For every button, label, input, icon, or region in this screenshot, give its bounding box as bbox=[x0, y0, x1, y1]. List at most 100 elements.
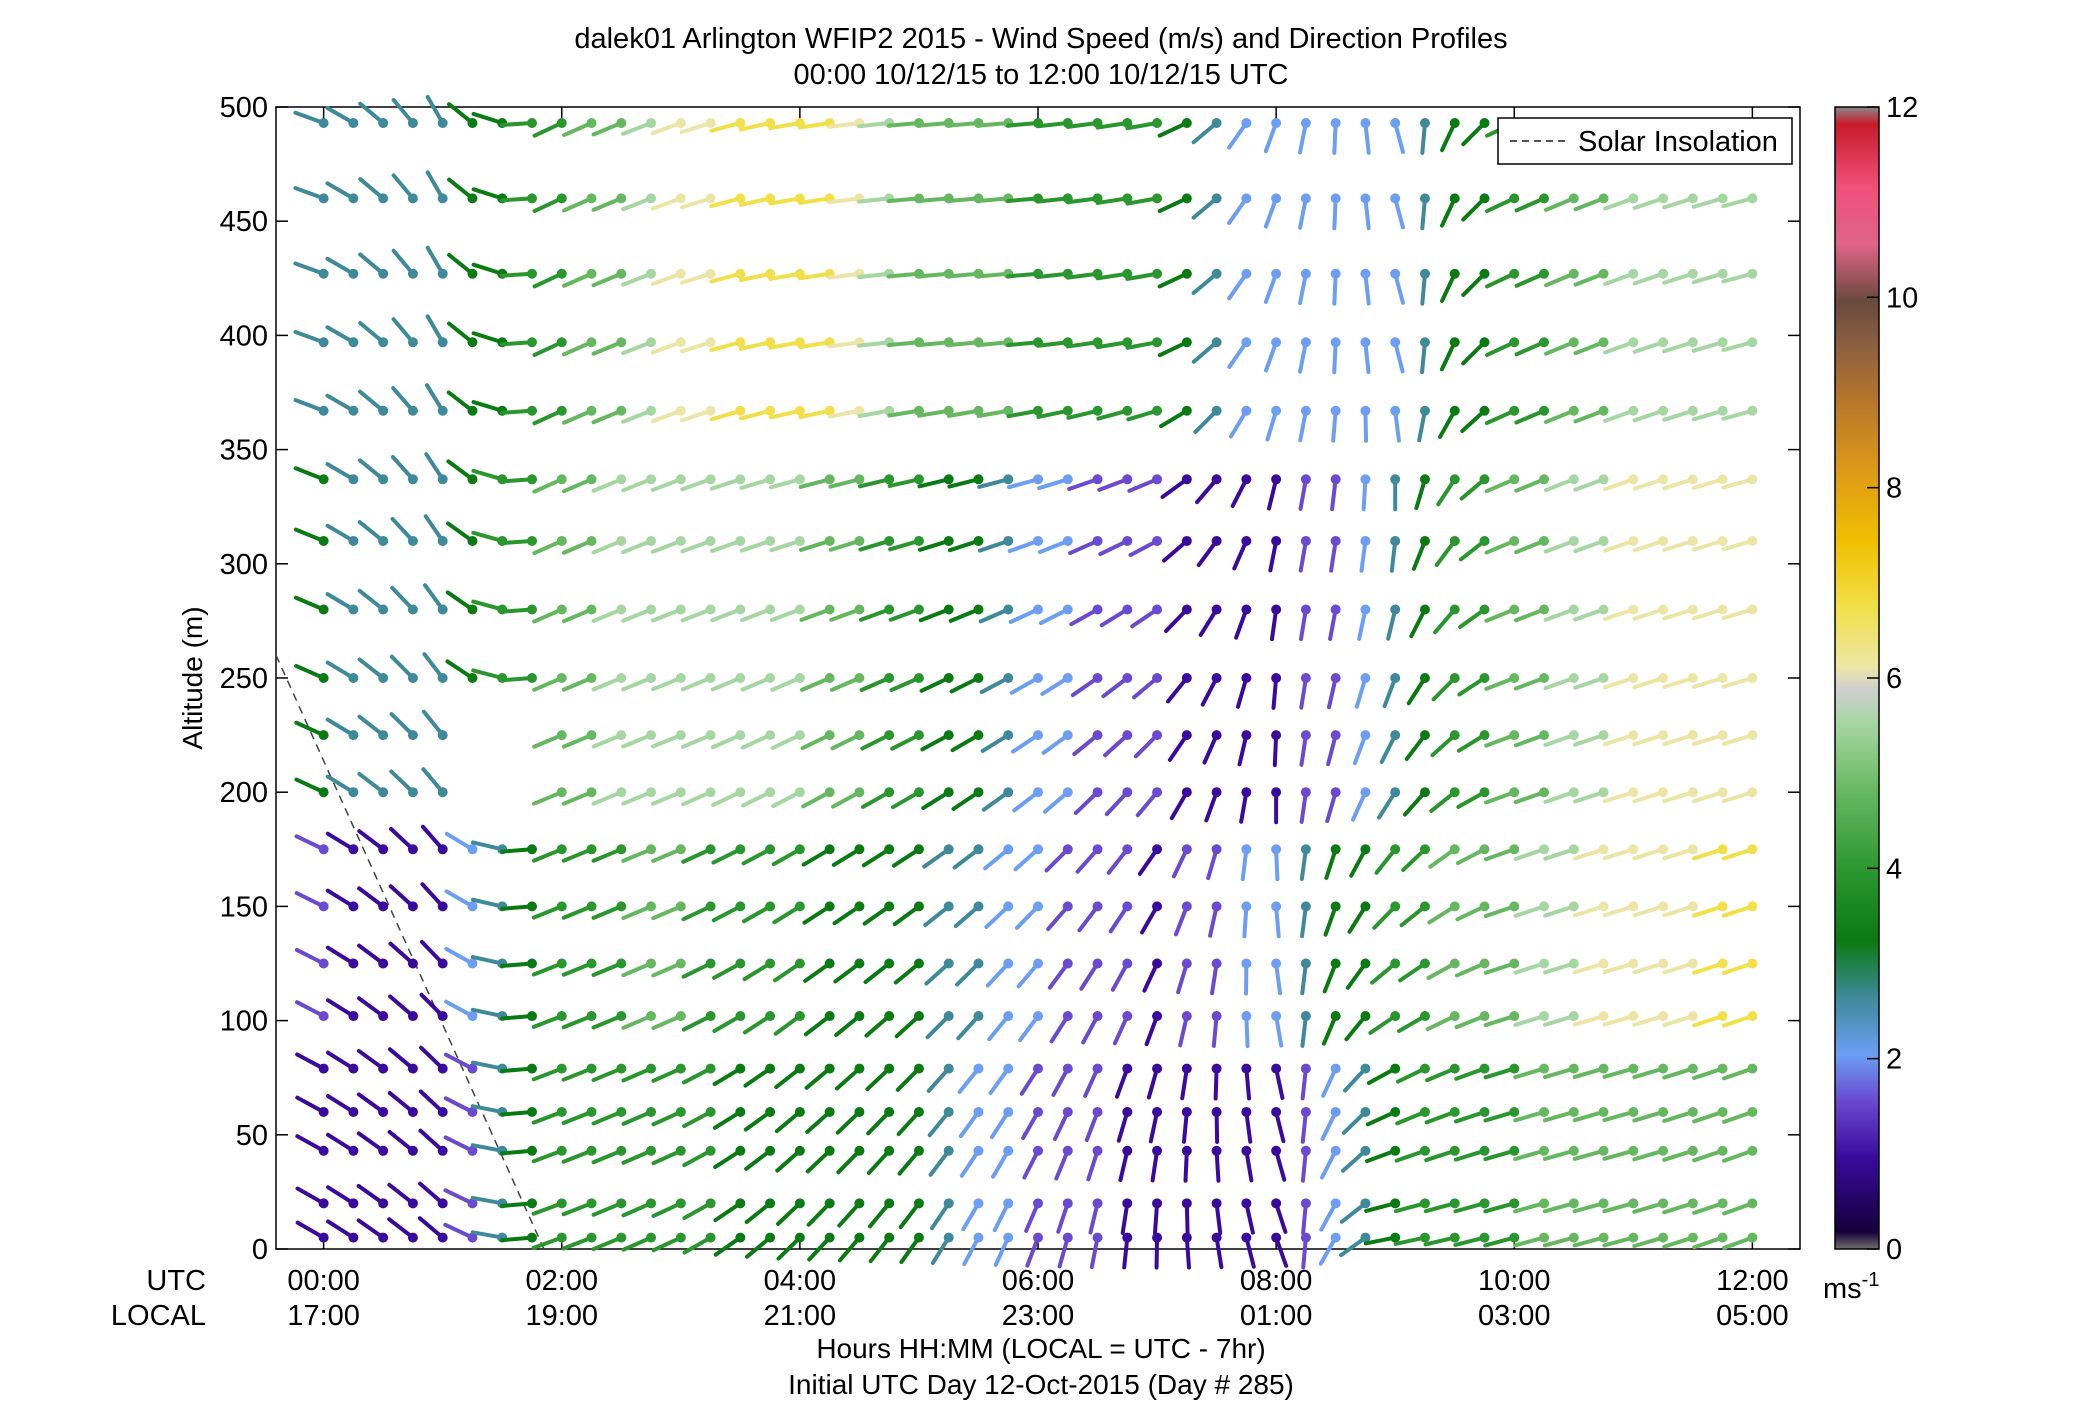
wind-barb-staff bbox=[325, 181, 356, 201]
wind-barb-point bbox=[1687, 901, 1698, 912]
wind-barb-staff bbox=[1409, 607, 1427, 639]
wind-barb-staff bbox=[418, 1089, 445, 1114]
wind-barb-staff bbox=[420, 882, 445, 909]
wind-barb-point bbox=[765, 405, 776, 416]
wind-barb-point bbox=[348, 268, 359, 279]
wind-barb-staff bbox=[423, 514, 445, 543]
wind-barb-staff bbox=[1008, 607, 1040, 624]
x-tick-label-local: 17:00 bbox=[287, 1300, 360, 1332]
wind-barb-point bbox=[765, 787, 776, 798]
wind-barb-point bbox=[1062, 405, 1073, 416]
wind-barb-point bbox=[1062, 1198, 1073, 1209]
wind-barb-staff bbox=[1167, 733, 1189, 762]
solar-insolation-line bbox=[275, 654, 545, 1250]
wind-barb-point bbox=[1152, 1106, 1163, 1117]
wind-barb-point bbox=[943, 604, 954, 615]
wind-barb-staff bbox=[768, 271, 802, 281]
wind-barb-staff bbox=[801, 790, 832, 809]
wind-barb-point bbox=[1598, 1011, 1609, 1022]
wind-barb-point bbox=[1449, 193, 1460, 204]
wind-barb-point bbox=[675, 1145, 686, 1156]
wind-barb-point bbox=[556, 337, 567, 348]
wind-barb-point bbox=[1747, 193, 1758, 204]
wind-barb-point bbox=[1479, 1232, 1490, 1243]
wind-barb-point bbox=[1122, 787, 1133, 798]
wind-barb-staff bbox=[1394, 1148, 1427, 1163]
wind-barb-point bbox=[1628, 268, 1639, 279]
wind-barb-point bbox=[765, 1232, 776, 1243]
wind-barb-point bbox=[467, 337, 478, 348]
wind-barb-point bbox=[765, 337, 776, 348]
wind-barb-point bbox=[913, 604, 924, 615]
wind-barb-staff bbox=[1423, 1201, 1457, 1214]
wind-barb-point bbox=[1479, 673, 1490, 683]
wind-barb-point bbox=[1598, 405, 1609, 416]
colorbar-unit-base: ms bbox=[1823, 1273, 1862, 1305]
wind-barb-point bbox=[1241, 958, 1252, 969]
wind-barb-point bbox=[1092, 1106, 1103, 1117]
colorbar-unit-exp: -1 bbox=[1862, 1269, 1880, 1291]
wind-barb-point bbox=[526, 1198, 537, 1209]
wind-barb-staff bbox=[1299, 733, 1308, 767]
wind-barb-point bbox=[616, 337, 627, 348]
wind-barb-point bbox=[913, 1232, 924, 1243]
wind-barb-point bbox=[1509, 787, 1520, 798]
wind-barb-point bbox=[1330, 1232, 1341, 1243]
wind-barb-point bbox=[1509, 268, 1520, 279]
wind-barb-point bbox=[646, 958, 657, 969]
wind-barb-staff bbox=[1268, 538, 1279, 573]
wind-barb-point bbox=[1330, 1063, 1341, 1074]
wind-barb-staff bbox=[1454, 1066, 1487, 1081]
wind-barb-point bbox=[1330, 1145, 1341, 1156]
wind-barb-staff bbox=[860, 733, 892, 751]
wind-barb-point bbox=[616, 844, 627, 855]
wind-barb-staff bbox=[1426, 961, 1457, 981]
wind-barb-point bbox=[765, 673, 776, 683]
wind-barb-point bbox=[705, 117, 716, 128]
wind-barb-point bbox=[1152, 474, 1163, 485]
wind-barb-point bbox=[1003, 730, 1014, 741]
x-axis-label: Hours HH:MM (LOCAL = UTC - 7hr) bbox=[816, 1333, 1265, 1364]
wind-barb-point bbox=[1181, 787, 1192, 798]
wind-barb-point bbox=[586, 901, 597, 912]
wind-barb-point bbox=[705, 844, 716, 855]
wind-barb-point bbox=[1033, 1232, 1043, 1243]
wind-barb-point bbox=[1033, 787, 1043, 798]
wind-barb-point bbox=[794, 787, 805, 798]
wind-barb-point bbox=[1271, 193, 1282, 204]
wind-barb-point bbox=[556, 1198, 567, 1209]
wind-barb-point bbox=[884, 1198, 895, 1209]
wind-barb-staff bbox=[1184, 1201, 1190, 1236]
wind-barb-point bbox=[1479, 117, 1490, 128]
wind-barb-staff bbox=[894, 1014, 921, 1039]
wind-barb-point bbox=[943, 673, 954, 683]
x-tick-label-local: 23:00 bbox=[1002, 1300, 1075, 1332]
wind-barb-point bbox=[1330, 673, 1341, 683]
wind-barb-staff bbox=[295, 1186, 326, 1206]
wind-barb-point bbox=[1419, 901, 1430, 912]
wind-barb-point bbox=[1509, 958, 1520, 969]
wind-barb-point bbox=[1092, 535, 1103, 546]
wind-barb-point bbox=[1181, 1232, 1192, 1243]
wind-barb-point bbox=[407, 844, 418, 855]
wind-barb-point bbox=[1449, 673, 1460, 683]
wind-barb-staff bbox=[1083, 1066, 1100, 1098]
wind-barb-point bbox=[1300, 268, 1311, 279]
wind-barb-staff bbox=[1425, 1014, 1457, 1032]
wind-barb-staff bbox=[1339, 1235, 1368, 1258]
wind-barb-point bbox=[1419, 1145, 1430, 1156]
wind-barb-point bbox=[1390, 405, 1401, 416]
wind-barb-point bbox=[824, 1063, 835, 1074]
wind-barb-point bbox=[1717, 673, 1728, 683]
wind-barb-point bbox=[1003, 901, 1014, 912]
wind-barb-staff bbox=[710, 676, 743, 692]
wind-barb-point bbox=[1181, 673, 1192, 683]
wind-barb-point bbox=[467, 958, 478, 969]
wind-barb-point bbox=[1687, 1063, 1698, 1074]
wind-barb-point bbox=[1211, 844, 1222, 855]
wind-barb-point bbox=[854, 844, 865, 855]
wind-barb-point bbox=[1687, 1106, 1698, 1117]
wind-barb-point bbox=[1419, 958, 1430, 969]
wind-barb-staff bbox=[1326, 733, 1338, 767]
wind-barb-point bbox=[526, 193, 537, 204]
